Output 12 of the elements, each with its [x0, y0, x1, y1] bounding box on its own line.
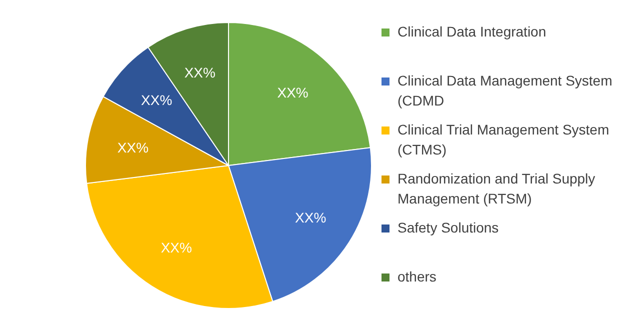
- data-label: XX%: [184, 64, 216, 81]
- data-label: XX%: [277, 84, 308, 101]
- legend-label: Clinical Data Management System (CDMD: [398, 72, 612, 108]
- data-label: XX%: [160, 240, 192, 256]
- data-label: XX%: [117, 139, 149, 156]
- legend-label: Randomization and Trial Supply Management (RTSM): [398, 170, 596, 206]
- legend-label: Clinical Trial Management System (CTMS): [398, 122, 610, 158]
- legend-label: Safety Solutions: [398, 220, 499, 236]
- data-label: XX%: [141, 92, 172, 108]
- legend-label: Clinical Data Integration: [398, 24, 546, 40]
- legend-label: others: [398, 268, 436, 284]
- data-label: XX%: [295, 210, 326, 226]
